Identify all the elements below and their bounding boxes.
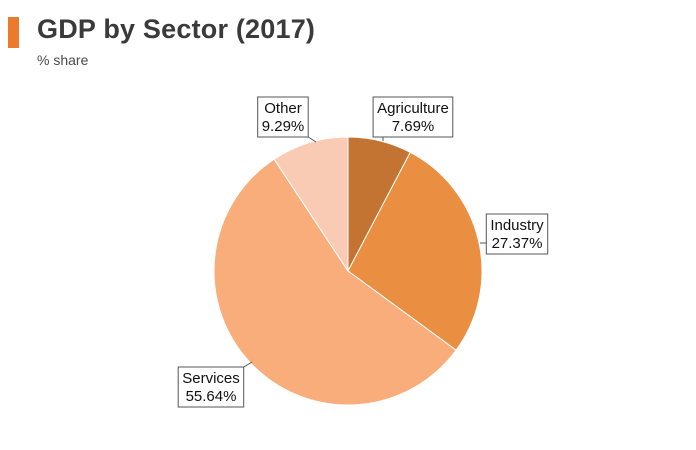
pie-slice-other — [273, 136, 349, 273]
slice-label-value: 55.64% — [186, 388, 237, 405]
chart-subtitle: % share — [37, 52, 89, 68]
pie-slice-industry — [347, 151, 483, 351]
slice-label-name: Other — [264, 100, 302, 117]
slice-label-box — [257, 96, 309, 138]
slice-label-value: 9.29% — [262, 118, 305, 135]
slice-label-name: Agriculture — [377, 100, 449, 117]
slice-leader-line — [308, 136, 317, 143]
slice-label-box — [372, 96, 454, 138]
slice-leader-line — [243, 361, 253, 368]
slice-label-name: Services — [182, 370, 240, 387]
slice-label-name: Industry — [490, 217, 544, 234]
slice-label-value: 27.37% — [492, 235, 543, 252]
pie-slice-services — [213, 158, 457, 406]
slice-label-box — [177, 366, 245, 408]
title-accent-bar — [8, 17, 19, 48]
pie-slices — [213, 136, 483, 406]
slice-label-value: 7.69% — [392, 118, 435, 135]
slice-label-box — [485, 213, 549, 255]
chart-title: GDP by Sector (2017) — [37, 14, 316, 44]
